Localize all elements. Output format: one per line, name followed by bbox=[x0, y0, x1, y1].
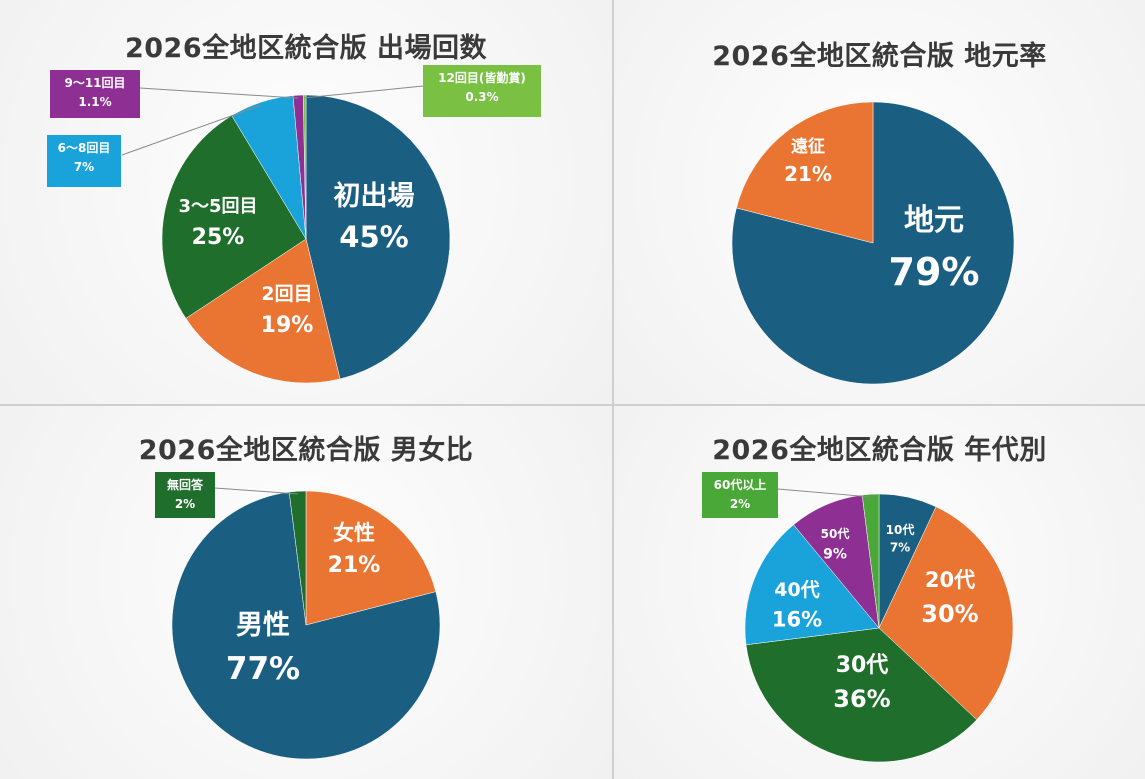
slice-label: 女性 bbox=[333, 521, 375, 545]
leader-line bbox=[121, 104, 263, 156]
slice-percent-label: 2% bbox=[729, 497, 751, 511]
slice-callout: 9～11回目 1.1% bbox=[50, 70, 140, 118]
pie-slice bbox=[736, 101, 874, 244]
slice-label: 男性 bbox=[236, 610, 290, 641]
pie-chart: 女性 21% 男性 77% bbox=[171, 487, 441, 760]
slice-label: 6～8回目 bbox=[57, 141, 111, 155]
slice-label: 初出場 bbox=[334, 181, 415, 212]
pie-slice bbox=[171, 491, 441, 760]
leader-line bbox=[777, 488, 871, 498]
slice-label: 50代 bbox=[821, 526, 850, 541]
slice-callout: 12回目(皆勤賞) 0.3% bbox=[423, 65, 541, 117]
slice-label: 3～5回目 bbox=[178, 196, 257, 217]
slice-label: 30代 bbox=[836, 653, 889, 678]
slice-percent-label: 7% bbox=[890, 540, 910, 554]
slice-label: 2回目 bbox=[261, 283, 312, 305]
slice-percent-label: 1.1% bbox=[78, 95, 112, 109]
chart-title: 2026全地区統合版 年代別 bbox=[712, 435, 1047, 466]
slice-label: 遠征 bbox=[791, 136, 825, 157]
slice-percent-label: 79% bbox=[889, 250, 980, 294]
pie-chart: 10代 7% 20代 30% 30代 36% 40代 16% 50代 9% bbox=[744, 488, 1014, 763]
slice-percent-label: 77% bbox=[226, 651, 300, 687]
pie-slice bbox=[305, 94, 451, 380]
slice-label: 60代以上 bbox=[713, 478, 767, 492]
slice-percent-label: 45% bbox=[339, 220, 408, 254]
chart-panel-appearances: 2026全地区統合版 出場回数 初出場 45% 2回目 19% 3～5回目 25% 6～8回… bbox=[0, 0, 612, 404]
slice-percent-label: 0.3% bbox=[465, 90, 499, 104]
pie-slice bbox=[878, 506, 1014, 721]
slice-label: 9～11回目 bbox=[64, 76, 126, 90]
chart-title: 2026全地区統合版 出場回数 bbox=[124, 33, 488, 64]
slice-percent-label: 2% bbox=[174, 497, 196, 511]
pie-slice bbox=[161, 115, 307, 319]
slice-callout: 60代以上 2% bbox=[702, 472, 778, 518]
slice-callout: 無回答 2% bbox=[155, 472, 215, 518]
leader-line bbox=[214, 487, 298, 495]
slice-percent-label: 36% bbox=[833, 685, 890, 713]
pie-slice bbox=[745, 627, 978, 763]
slice-percent-label: 21% bbox=[328, 553, 381, 578]
slice-label: 10代 bbox=[886, 522, 915, 537]
pie-slice bbox=[861, 493, 880, 629]
chart-title: 2026全地区統合版 地元率 bbox=[712, 41, 1047, 72]
slice-percent-label: 25% bbox=[192, 225, 245, 250]
slice-label: 20代 bbox=[925, 568, 975, 592]
chart-panel-gender: 2026全地区統合版 男女比 女性 21% 男性 77% 無回答 2% bbox=[0, 406, 612, 779]
pie-slice bbox=[185, 238, 341, 384]
pie-slice bbox=[288, 490, 307, 626]
slice-label: 無回答 bbox=[166, 478, 203, 492]
leader-line bbox=[304, 85, 424, 99]
pie-chart: 初出場 45% 2回目 19% 3～5回目 25% bbox=[121, 85, 451, 384]
chart-title: 2026全地区統合版 男女比 bbox=[138, 435, 474, 466]
slice-percent-label: 7% bbox=[73, 160, 95, 174]
slice-label: 地元 bbox=[904, 203, 964, 238]
slice-label: 12回目(皆勤賞) bbox=[438, 71, 526, 85]
chart-panel-age: 2026全地区統合版 年代別 10代 7% 20代 30% 30代 36% 40代 16% 50… bbox=[614, 406, 1145, 779]
slice-percent-label: 30% bbox=[921, 600, 978, 628]
slice-percent-label: 16% bbox=[772, 607, 822, 631]
slice-callout: 6～8回目 7% bbox=[47, 135, 121, 187]
pie-slice bbox=[305, 490, 437, 626]
slice-percent-label: 9% bbox=[823, 546, 847, 562]
pie-slice bbox=[744, 524, 880, 646]
slice-percent-label: 19% bbox=[261, 313, 314, 338]
chart-panel-local-rate: 2026全地区統合版 地元率 地元 79% 遠征 21% bbox=[614, 0, 1145, 404]
pie-chart: 地元 79% 遠征 21% bbox=[731, 101, 1015, 385]
leader-line bbox=[139, 87, 299, 99]
slice-label: 40代 bbox=[774, 579, 819, 601]
slice-percent-label: 21% bbox=[784, 162, 832, 186]
pie-slice bbox=[302, 94, 307, 240]
